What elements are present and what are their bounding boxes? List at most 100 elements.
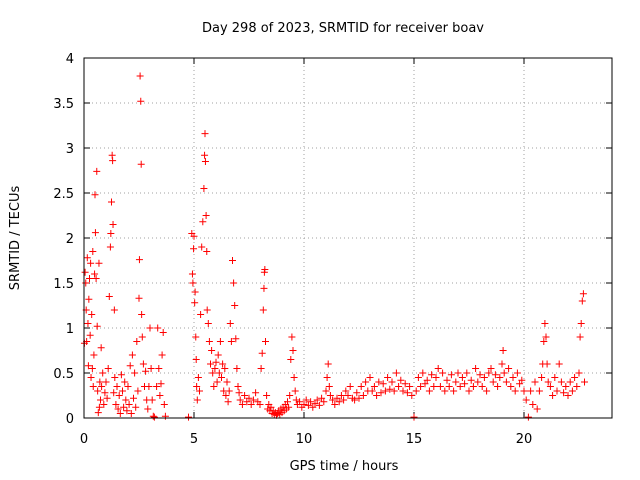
data-point <box>262 338 269 345</box>
data-point <box>133 338 141 345</box>
data-point <box>159 329 167 336</box>
data-point <box>359 392 367 399</box>
data-point <box>110 389 118 397</box>
data-point <box>238 401 246 408</box>
data-point <box>346 383 354 390</box>
data-point <box>366 374 374 381</box>
data-point <box>207 360 214 368</box>
data-point <box>576 333 584 341</box>
data-point <box>566 378 574 386</box>
data-point <box>201 130 209 138</box>
data-point <box>145 383 153 390</box>
data-point <box>392 369 400 377</box>
data-point <box>135 256 143 264</box>
y-tick-label: 0 <box>66 412 74 427</box>
data-point <box>233 365 241 372</box>
data-point <box>221 365 229 372</box>
data-point <box>115 392 123 399</box>
data-point <box>83 254 91 262</box>
data-point <box>130 394 137 402</box>
data-point <box>505 365 513 372</box>
data-point <box>157 380 165 388</box>
data-point <box>91 270 99 278</box>
data-point <box>474 378 482 386</box>
data-point <box>562 383 570 390</box>
data-point <box>235 389 243 397</box>
data-point <box>434 365 442 372</box>
data-point <box>134 387 142 395</box>
data-point <box>309 403 317 411</box>
data-point <box>483 387 491 395</box>
data-point <box>218 374 225 381</box>
data-point <box>208 347 216 354</box>
data-point <box>137 160 145 168</box>
x-tick-label: 10 <box>296 432 313 447</box>
data-point <box>154 324 162 332</box>
data-point <box>126 362 134 370</box>
data-point <box>315 401 323 409</box>
data-point <box>229 257 236 264</box>
x-tick-label: 5 <box>190 432 198 447</box>
data-point <box>287 356 295 363</box>
data-point <box>92 275 100 282</box>
data-point <box>117 371 125 379</box>
data-point <box>222 392 230 399</box>
data-point <box>230 279 238 287</box>
data-point <box>357 383 365 390</box>
data-point <box>463 369 471 377</box>
data-point <box>538 374 546 381</box>
data-point <box>290 374 298 381</box>
data-point <box>106 243 114 251</box>
data-point <box>543 360 551 368</box>
data-point <box>111 374 119 381</box>
y-axis-label: SRMTID / TECUs <box>8 186 23 291</box>
data-point <box>124 383 132 390</box>
data-point <box>414 374 422 381</box>
chart-title: Day 298 of 2023, SRMTID for receiver boa… <box>202 21 484 36</box>
data-point <box>485 369 493 377</box>
data-point <box>196 387 203 395</box>
data-point <box>93 167 101 175</box>
data-point <box>456 383 464 390</box>
data-point <box>377 389 385 397</box>
data-point <box>127 410 135 417</box>
data-point <box>91 191 99 199</box>
data-point <box>147 365 155 372</box>
data-point <box>465 387 473 395</box>
data-point <box>203 306 211 314</box>
data-point <box>520 387 528 395</box>
data-point <box>502 378 510 386</box>
data-point <box>252 389 260 397</box>
data-point <box>379 380 387 388</box>
data-point <box>401 380 409 388</box>
data-point <box>94 409 102 417</box>
data-point <box>214 351 222 359</box>
data-point <box>395 383 403 390</box>
data-point <box>325 383 333 390</box>
data-point <box>102 378 110 386</box>
data-point <box>284 398 291 406</box>
data-point <box>91 229 99 237</box>
data-point <box>108 198 115 206</box>
data-point <box>236 396 244 404</box>
data-point <box>419 369 427 377</box>
data-point <box>370 383 378 390</box>
data-point <box>399 387 407 395</box>
y-tick-label: 3.5 <box>53 97 74 112</box>
data-point <box>417 383 425 390</box>
data-point <box>454 369 462 377</box>
data-point <box>540 338 548 345</box>
data-point <box>81 268 89 276</box>
y-tick-label: 0.5 <box>53 367 74 382</box>
data-point <box>544 378 552 386</box>
data-point <box>101 389 109 397</box>
data-point <box>388 378 396 386</box>
data-point <box>215 369 223 377</box>
data-point <box>188 270 196 278</box>
data-point <box>241 392 249 399</box>
data-point <box>403 389 411 397</box>
data-point <box>551 374 559 381</box>
data-point <box>149 412 157 420</box>
data-point <box>189 279 197 287</box>
data-point <box>190 245 198 253</box>
